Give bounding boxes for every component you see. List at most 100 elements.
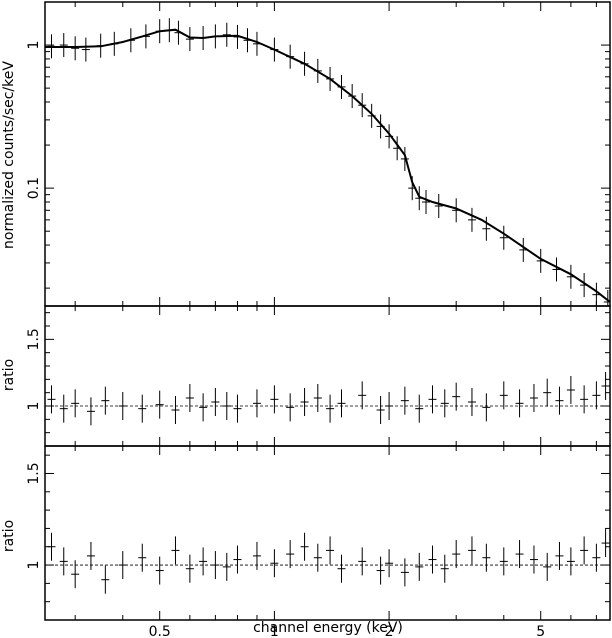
data-point: [118, 551, 127, 580]
y-tick-label: 1.5: [26, 462, 42, 484]
data-point: [592, 543, 601, 572]
data-point: [300, 532, 309, 561]
data-point: [555, 386, 564, 415]
data-point: [211, 388, 220, 416]
data-point: [499, 225, 508, 250]
panel-ratio-2: 1 1.5 0.5 1 2 5: [26, 445, 611, 638]
x-tick-label: 1: [270, 624, 279, 638]
data-point: [252, 541, 261, 570]
ratio-2-y-axis-label: ratio: [1, 520, 17, 552]
data-point: [270, 549, 279, 578]
data-point: [185, 27, 194, 52]
data-point: [270, 385, 279, 414]
panel-frame: [44, 445, 611, 621]
y-tick-label: 0.1: [26, 177, 42, 199]
data-point: [428, 385, 437, 414]
plot-area: [47, 529, 610, 594]
data-point: [603, 289, 610, 306]
data-point: [400, 558, 409, 587]
y-tick-label: 1: [26, 561, 42, 570]
data-point: [566, 376, 575, 404]
data-point: [222, 552, 231, 581]
data-point: [326, 394, 335, 423]
data-point: [358, 381, 367, 410]
data-point: [467, 207, 476, 232]
data-point: [580, 385, 589, 414]
data-point: [222, 392, 231, 420]
model-line: [45, 28, 610, 303]
data-point: [233, 545, 242, 574]
data-point: [101, 565, 110, 594]
data-point: [529, 384, 538, 412]
data-point: [286, 540, 295, 569]
data-point: [185, 554, 194, 583]
data-point: [313, 384, 322, 412]
panel-frame: [44, 305, 611, 447]
panel-spectrum: 10.1: [26, 1, 611, 307]
data-point: [601, 372, 610, 400]
plot-area: [47, 372, 610, 426]
data-point: [400, 146, 409, 171]
data-point: [47, 532, 56, 561]
data-point: [71, 36, 80, 61]
data-point: [313, 543, 322, 572]
data-point: [482, 216, 491, 241]
data-point: [440, 554, 449, 583]
data-point: [482, 543, 491, 572]
data-point: [138, 543, 147, 572]
data-point: [71, 389, 80, 418]
y-tick-label: 1.5: [26, 328, 42, 350]
data-point: [155, 556, 164, 585]
data-point: [71, 560, 80, 589]
data-point: [59, 394, 68, 423]
data-point: [118, 392, 127, 420]
data-point: [358, 547, 367, 576]
x-tick-label: 2: [385, 624, 394, 638]
data-point: [422, 189, 431, 214]
x-axis-label: channel energy (keV): [253, 620, 403, 636]
spectrum-y-axis-label: normalized counts/sec/keV: [1, 61, 17, 249]
data-point: [59, 33, 68, 58]
data-point: [376, 396, 385, 424]
data-point: [452, 382, 461, 411]
data-point: [252, 389, 261, 418]
data-point: [592, 381, 601, 410]
x-tick-label: 0.5: [149, 624, 171, 638]
data-point: [222, 22, 231, 47]
data-point: [59, 547, 68, 576]
data-point: [552, 257, 561, 282]
data-point: [580, 536, 589, 565]
plot-area: [45, 18, 610, 306]
data-point: [543, 552, 552, 581]
data-point: [566, 547, 575, 576]
data-point: [415, 552, 424, 581]
data-point: [86, 397, 95, 426]
data-point: [199, 393, 208, 422]
x-tick-label: 5: [536, 624, 545, 638]
data-point: [337, 554, 346, 583]
data-point: [47, 385, 56, 414]
data-point: [499, 381, 508, 410]
data-point: [467, 388, 476, 416]
data-point: [515, 540, 524, 569]
data-point: [601, 529, 610, 558]
data-point: [529, 545, 538, 574]
data-point: [171, 396, 180, 424]
data-point: [326, 536, 335, 565]
y-tick-label: 1: [26, 41, 42, 50]
data-point: [199, 547, 208, 576]
data-point: [385, 392, 394, 420]
data-point: [171, 536, 180, 565]
data-point: [185, 384, 194, 412]
data-point: [499, 547, 508, 576]
data-point: [138, 394, 147, 423]
data-point: [482, 393, 491, 422]
data-point: [555, 541, 564, 570]
data-point: [286, 393, 295, 422]
data-point: [81, 37, 90, 62]
data-point: [543, 378, 552, 407]
data-point: [400, 386, 409, 415]
data-point: [211, 551, 220, 580]
